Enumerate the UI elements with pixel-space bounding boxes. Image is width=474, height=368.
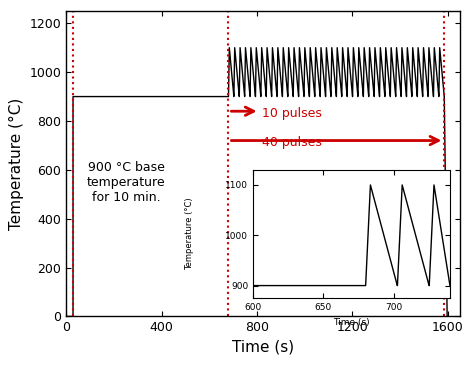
X-axis label: Time (s): Time (s) <box>232 340 294 355</box>
Text: 900 °C base
temperature
for 10 min.: 900 °C base temperature for 10 min. <box>87 160 165 204</box>
Text: 10 pulses: 10 pulses <box>262 107 322 120</box>
Y-axis label: Temperature (°C): Temperature (°C) <box>9 98 24 230</box>
Text: 40 pulses: 40 pulses <box>262 137 322 149</box>
